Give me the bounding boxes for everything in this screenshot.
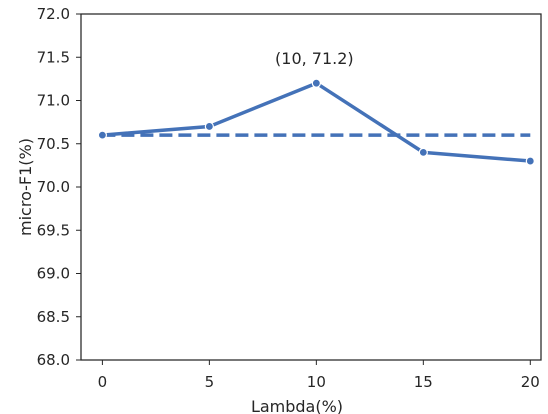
y-tick-label: 70.0 [37, 178, 70, 196]
y-tick-label: 69.0 [37, 265, 70, 283]
y-tick-label: 68.5 [37, 308, 70, 326]
x-tick-label: 15 [414, 373, 433, 391]
x-tick-label: 5 [205, 373, 215, 391]
y-tick-label: 69.5 [37, 221, 70, 239]
data-point [525, 156, 535, 166]
y-tick-label: 71.5 [37, 48, 70, 66]
series-layer [97, 78, 535, 166]
x-axis-label: Lambda(%) [251, 397, 343, 414]
data-point [311, 78, 321, 88]
point-annotation: (10, 71.2) [275, 49, 354, 68]
annotations: (10, 71.2) [275, 49, 354, 68]
data-point [204, 121, 214, 132]
x-tick-label: 10 [307, 373, 326, 391]
y-axis-ticks: 68.0 68.5 69.0 69.5 70.0 70.5 71.0 71.5 72.0 [37, 5, 81, 369]
x-tick-label: 20 [521, 373, 540, 391]
x-tick-label: 0 [98, 373, 108, 391]
y-tick-label: 70.5 [37, 135, 70, 153]
x-axis-ticks: 0 5 10 15 20 [98, 360, 540, 391]
y-tick-label: 72.0 [37, 5, 70, 23]
y-tick-label: 71.0 [37, 92, 70, 110]
data-point [418, 147, 428, 157]
y-tick-label: 68.0 [37, 351, 70, 369]
series-line [100, 81, 533, 163]
data-point [97, 130, 107, 140]
y-axis-label: micro-F1(%) [16, 138, 35, 236]
